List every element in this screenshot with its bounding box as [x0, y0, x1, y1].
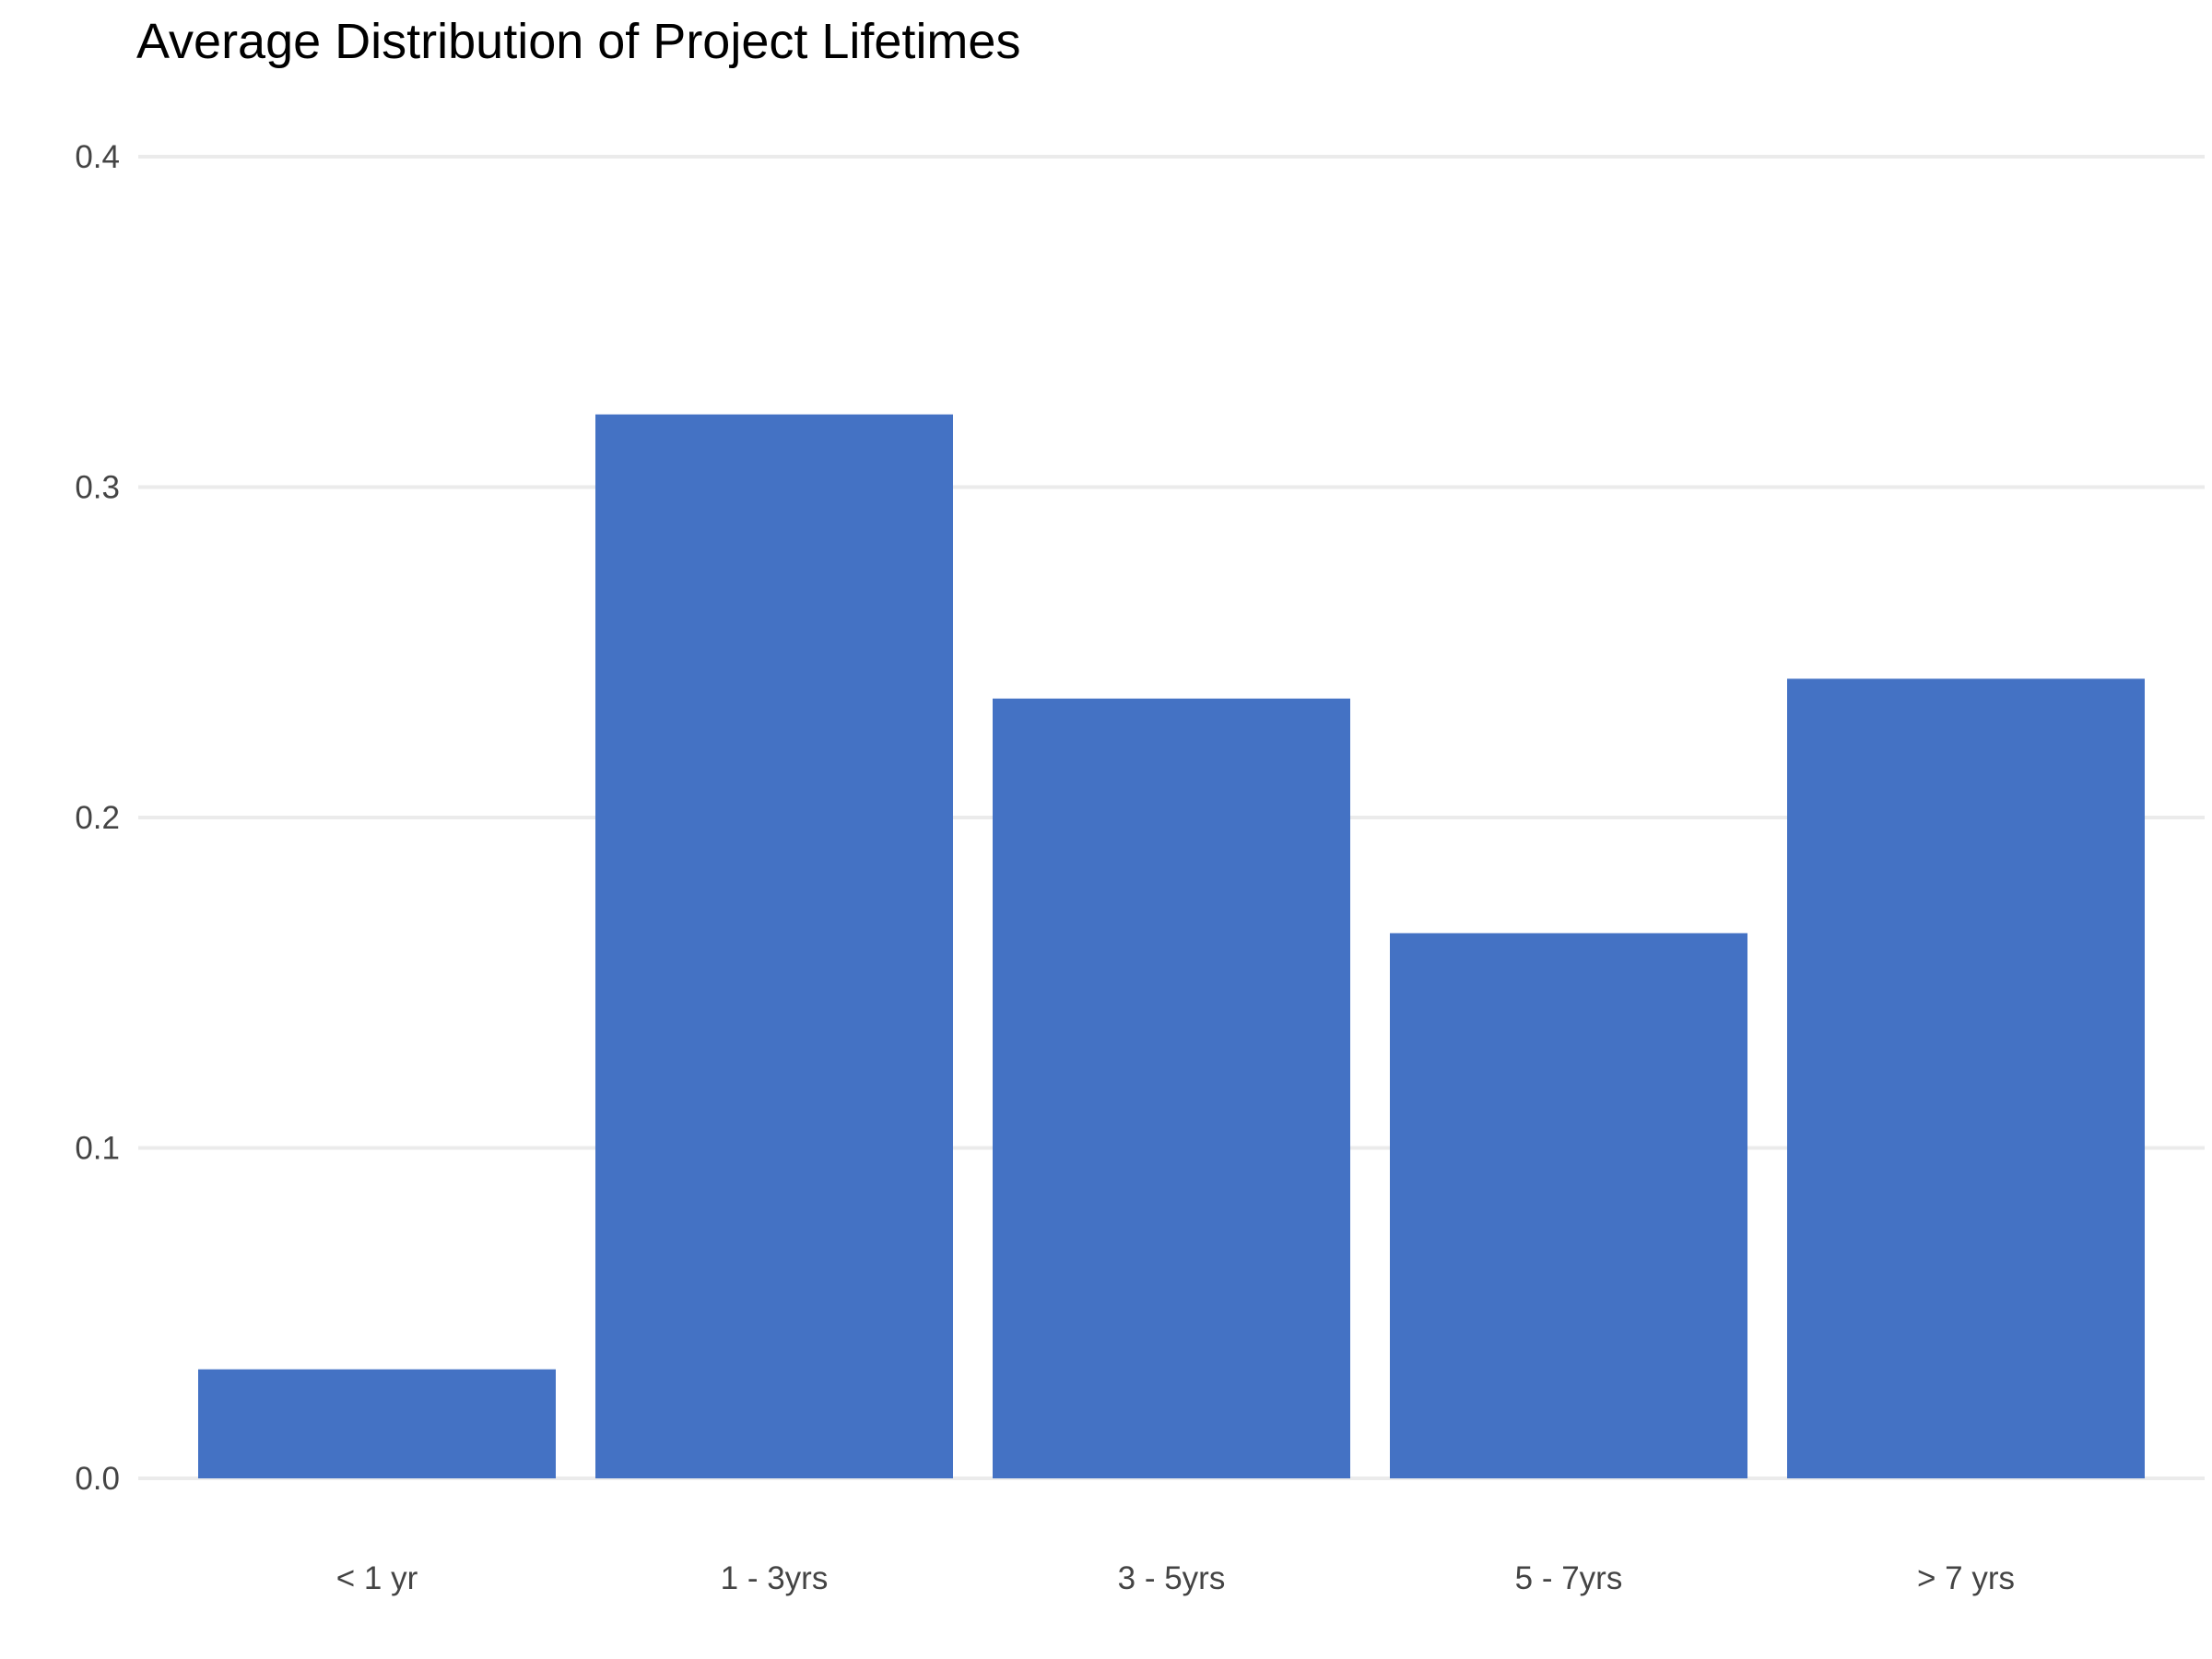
- y-tick-label: 0.1: [75, 1131, 120, 1167]
- x-tick-label: 3 - 5yrs: [1118, 1560, 1226, 1596]
- chart-title: Average Distribution of Project Lifetime…: [136, 14, 1021, 69]
- y-axis-ticks: 0.0 0.1 0.2 0.3 0.4: [75, 139, 120, 1497]
- bars: [198, 414, 2145, 1478]
- bar: [1787, 678, 2145, 1478]
- bar: [595, 414, 953, 1478]
- y-tick-label: 0.3: [75, 470, 120, 506]
- y-tick-label: 0.0: [75, 1461, 120, 1497]
- x-tick-label: < 1 yr: [336, 1560, 418, 1596]
- x-tick-label: 5 - 7yrs: [1515, 1560, 1623, 1596]
- y-tick-label: 0.4: [75, 139, 120, 175]
- y-tick-label: 0.2: [75, 800, 120, 836]
- bar: [993, 698, 1350, 1478]
- x-axis-ticks: < 1 yr 1 - 3yrs 3 - 5yrs 5 - 7yrs > 7 yrs: [336, 1560, 2015, 1596]
- bar: [1390, 933, 1747, 1478]
- x-tick-label: > 7 yrs: [1917, 1560, 2015, 1596]
- x-tick-label: 1 - 3yrs: [721, 1560, 829, 1596]
- bar: [198, 1369, 556, 1478]
